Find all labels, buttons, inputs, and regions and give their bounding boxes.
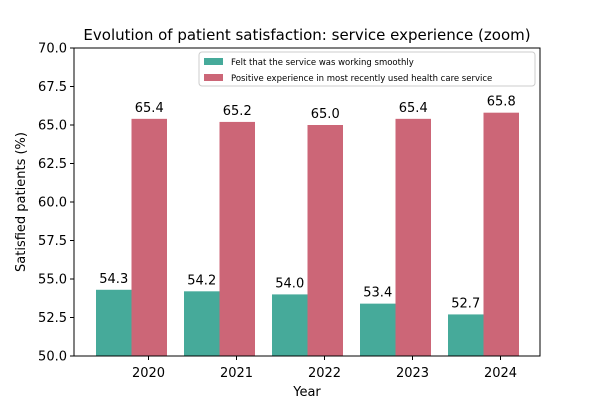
bar-value-label: 53.4 [363, 286, 392, 301]
y-tick-label: 67.5 [38, 80, 67, 95]
bar-positive-experience [483, 112, 519, 357]
bar-value-label: 54.0 [275, 276, 304, 291]
x-tick-label: 2023 [396, 366, 429, 381]
bar-labels-layer: 54.3 65.4 54.2 65.2 54.0 65.0 53.4 65.4 52.7 65.8 [99, 95, 515, 312]
y-tick-label: 50.0 [38, 350, 67, 365]
bar-value-label: 65.2 [223, 104, 252, 119]
bar-smooth-service [272, 294, 308, 356]
bars-layer [96, 112, 519, 357]
legend: Felt that the service was working smooth… [198, 51, 536, 87]
y-tick-label: 70.0 [38, 42, 67, 57]
bar-value-label: 54.2 [187, 273, 216, 288]
x-tick-label: 2020 [132, 366, 165, 381]
bar-positive-experience [219, 121, 255, 356]
y-tick-label: 55.0 [38, 273, 67, 288]
bar-value-label: 65.0 [311, 107, 340, 122]
y-axis: 50.0 52.5 55.0 57.5 60.0 62.5 65.0 67.5 70.0 [38, 42, 74, 365]
x-tick-label: 2024 [484, 366, 517, 381]
bar-smooth-service [96, 289, 132, 356]
y-tick-label: 57.5 [38, 234, 67, 249]
x-tick-label: 2021 [220, 366, 253, 381]
chart-title: Evolution of patient satisfaction: servi… [83, 26, 530, 44]
y-tick-label: 52.5 [38, 311, 67, 326]
legend-entry-label: Felt that the service was working smooth… [231, 58, 414, 68]
bar-value-label: 65.4 [399, 101, 428, 116]
legend-box [198, 51, 536, 87]
legend-swatch [204, 74, 223, 81]
y-tick-label: 60.0 [38, 196, 67, 211]
plot-frame [73, 47, 541, 357]
x-axis: 2020 2021 2022 2023 2024 [132, 356, 517, 381]
legend-entry-label: Positive experience in most recently use… [231, 74, 492, 84]
y-tick-label: 65.0 [38, 119, 67, 134]
bar-value-label: 52.7 [451, 296, 480, 311]
bar-smooth-service [448, 314, 484, 356]
bar-positive-experience [131, 118, 167, 356]
bar-value-label: 54.3 [99, 272, 128, 287]
legend-swatch [204, 58, 223, 65]
bar-positive-experience [307, 125, 343, 356]
bar-smooth-service [360, 303, 396, 356]
x-tick-label: 2022 [308, 366, 341, 381]
y-axis-label: Satisfied patients (%) [14, 132, 29, 272]
bar-value-label: 65.4 [135, 101, 164, 116]
bar-smooth-service [184, 291, 220, 356]
x-axis-label: Year [292, 385, 321, 400]
y-tick-label: 62.5 [38, 157, 67, 172]
bar-value-label: 65.8 [487, 95, 516, 110]
bar-positive-experience [395, 118, 431, 356]
